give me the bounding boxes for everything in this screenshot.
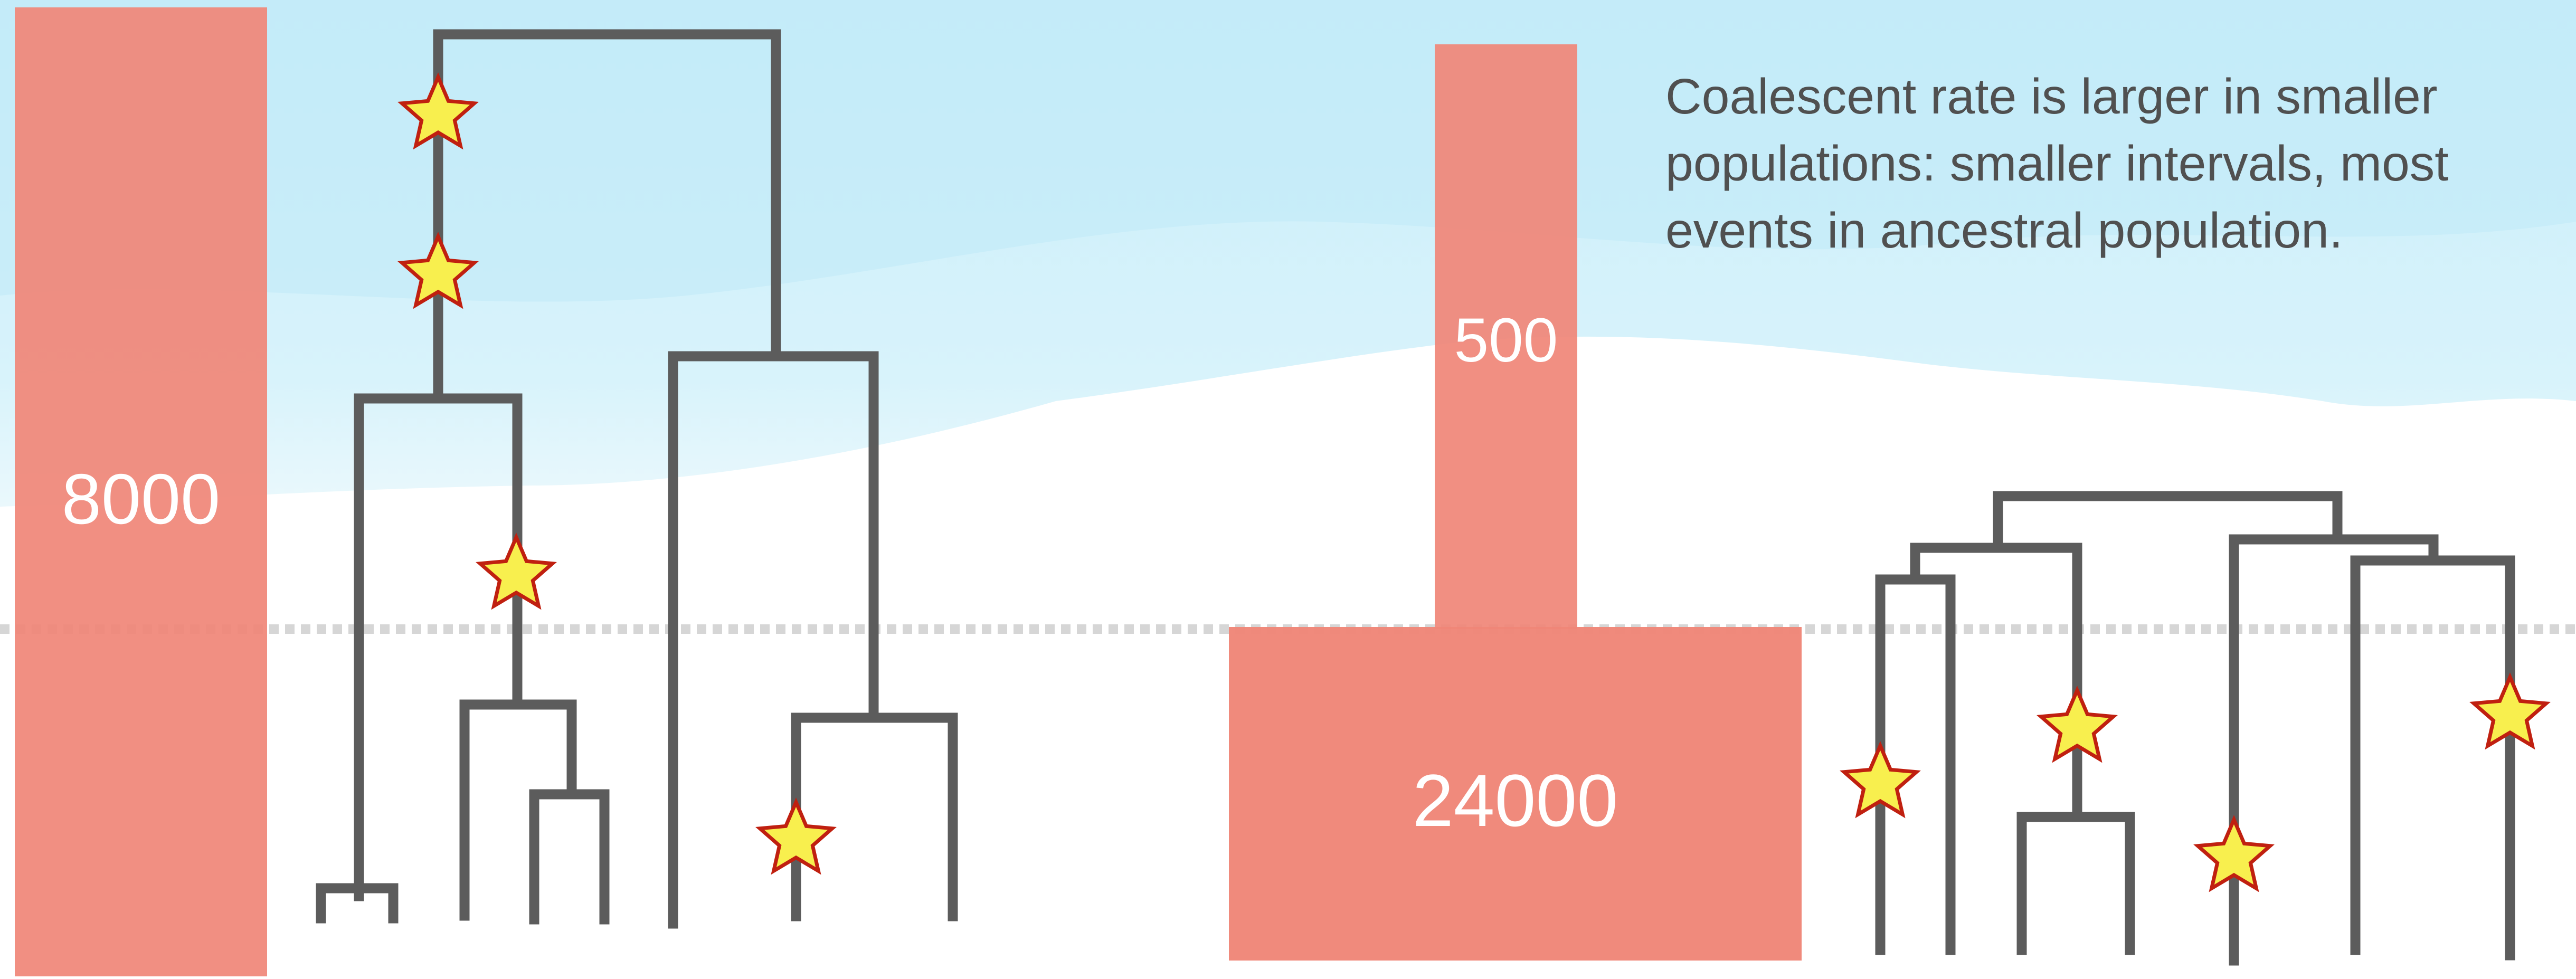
population-bar-ancestral [1435, 44, 1577, 629]
genealogy-tree-right [1875, 491, 2515, 966]
tree-right-cherry-1 [1875, 574, 1956, 955]
tree-right-cherry-2 [2016, 812, 2135, 955]
star-icon [1840, 741, 1921, 819]
sky-wave [0, 0, 2576, 302]
tree-left-clade-c [668, 351, 879, 929]
caption-text: Coalescent rate is larger in smaller pop… [1665, 69, 2449, 259]
population-bar-left [15, 7, 267, 976]
star-icon [2037, 686, 2118, 763]
star-icon [476, 533, 557, 610]
tree-right-clade-a [1910, 543, 2082, 822]
star-icon [397, 232, 479, 309]
mutation-markers [397, 72, 2551, 892]
tree-left-root [433, 29, 781, 404]
tree-right-clade-b [2229, 534, 2439, 966]
tree-left-cherry-3 [791, 712, 958, 921]
tree-right-root [1993, 491, 2343, 553]
star-icon [397, 72, 479, 150]
tree-left-cherry-1 [316, 883, 399, 924]
star-icon [2193, 815, 2275, 892]
population-size-label-left: 8000 [61, 459, 221, 539]
population-size-label-ancestral: 500 [1454, 306, 1558, 375]
population-bar-recent [1229, 627, 1802, 961]
tree-left-cherry-2 [529, 789, 610, 925]
tree-right-cherry-3 [2350, 555, 2515, 961]
tree-left-clade-b [459, 699, 577, 921]
star-icon [755, 797, 837, 875]
star-icon [2469, 672, 2551, 750]
population-size-label-recent: 24000 [1412, 759, 1618, 842]
